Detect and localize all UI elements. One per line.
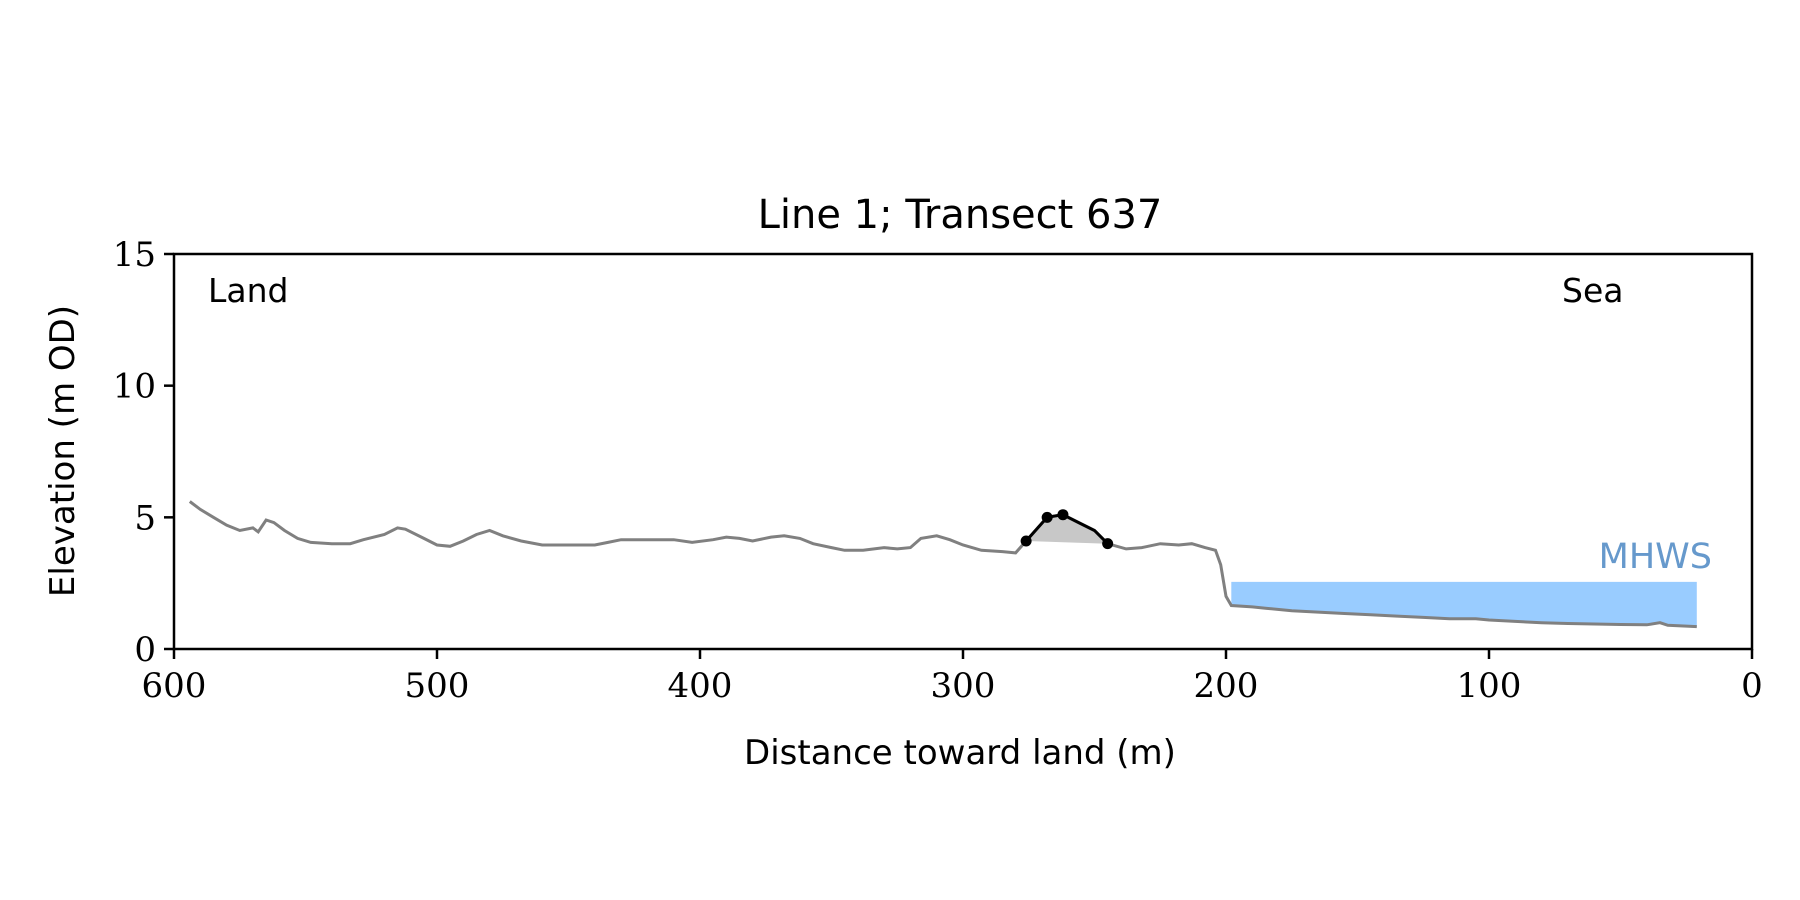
x-axis-label: Distance toward land (m) [744,733,1176,773]
mhws-band [1231,581,1697,627]
chart-title: Line 1; Transect 637 [758,192,1163,238]
y-tick-label-10: 10 [113,367,156,407]
x-tick-label-500: 500 [405,666,470,706]
feature-point-3 [1102,538,1114,550]
x-tick-label-0: 0 [1741,666,1763,706]
x-tick-label-100: 100 [1457,666,1522,706]
feature-points [1020,509,1114,550]
mhws-label: MHWS [1599,537,1712,577]
y-tick-label-5: 5 [134,498,156,538]
y-tick-label-0: 0 [134,630,156,670]
profile-line [188,500,1697,629]
feature-point-0 [1020,535,1032,547]
land-annotation: Land [208,271,288,310]
x-tick-label-200: 200 [1194,666,1259,706]
x-axis-ticks: 600 500 400 300 200 100 0 [142,649,1763,706]
y-axis-label: Elevation (m OD) [43,305,83,597]
sea-annotation: Sea [1562,271,1623,310]
x-tick-label-400: 400 [668,666,733,706]
x-tick-label-300: 300 [931,666,996,706]
y-tick-label-15: 15 [113,235,156,275]
plot-area [188,500,1697,629]
feature-point-1 [1041,511,1053,523]
feature-point-2 [1057,509,1069,521]
x-tick-label-600: 600 [142,666,207,706]
y-axis-ticks: 0 5 10 15 [113,235,174,670]
